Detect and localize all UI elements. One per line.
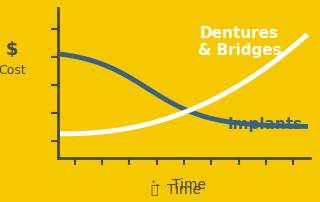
Text: Time: Time [167, 183, 201, 197]
Text: Cost: Cost [0, 64, 26, 77]
Text: Implants: Implants [227, 117, 302, 132]
Text: ⏰: ⏰ [150, 184, 157, 197]
Text: Dentures
& Bridges: Dentures & Bridges [198, 26, 281, 58]
Text: $: $ [6, 41, 18, 59]
Text: Time: Time [172, 178, 206, 192]
